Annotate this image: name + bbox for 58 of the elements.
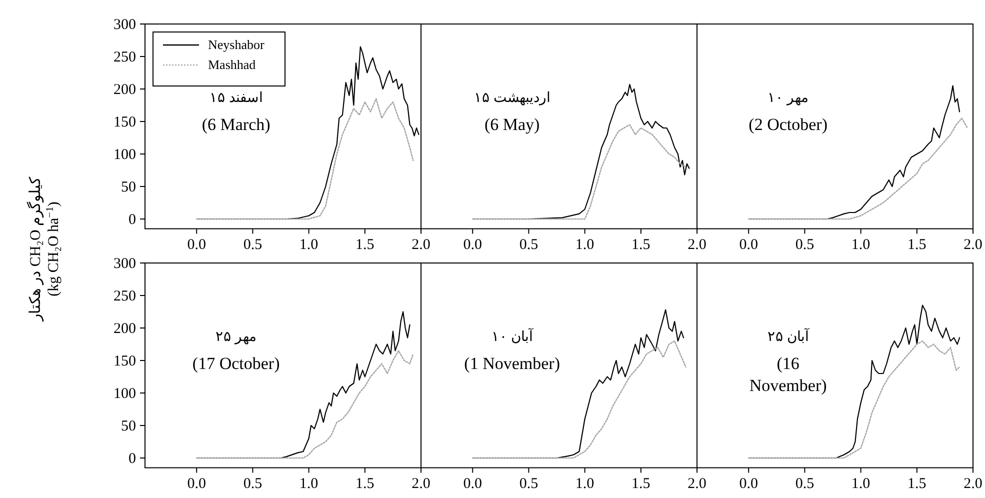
y-tick-label: 300 <box>114 17 136 33</box>
x-tick-label: 1.0 <box>575 476 594 492</box>
x-tick-label: 0.5 <box>243 476 262 492</box>
y-tick-label: 50 <box>121 418 136 434</box>
annotation: (1 November) <box>464 354 560 373</box>
annotation: (17 October) <box>192 354 280 373</box>
annotation: (2 October) <box>748 114 828 134</box>
x-tick-label: 1.5 <box>632 236 650 253</box>
x-tick-label: 1.5 <box>908 236 926 253</box>
annotation: ۱۵ اردیبهشت <box>474 90 550 106</box>
x-tick-label: 2.0 <box>412 236 430 253</box>
x-tick-label: 1.5 <box>356 236 374 253</box>
annotation: (6 May) <box>484 114 540 134</box>
x-tick-label: 2.0 <box>412 476 430 492</box>
x-tick-label: 0.5 <box>519 476 538 492</box>
legend-label: Mashhad <box>208 57 256 72</box>
x-tick-label: 1.5 <box>356 476 374 492</box>
x-tick-label: 1.0 <box>575 236 594 253</box>
x-tick-label: 0.0 <box>739 236 758 253</box>
x-tick-label: 0.5 <box>243 236 262 253</box>
annotation: ۱۰ آبان <box>491 326 534 345</box>
x-tick-label: 2.0 <box>964 476 982 492</box>
annotation: ۲۵ مهر <box>215 330 257 345</box>
annotation: ۱۰ مهر <box>767 90 809 106</box>
y-tick-label: 0 <box>128 212 136 228</box>
x-tick-label: 0.0 <box>187 476 206 492</box>
x-tick-label: 2.0 <box>688 476 706 492</box>
y-tick-label: 250 <box>114 50 136 66</box>
x-tick-label: 0.5 <box>519 236 538 253</box>
x-tick-label: 0.0 <box>463 476 482 492</box>
x-tick-label: 1.0 <box>299 476 318 492</box>
annotation: (6 March) <box>202 114 270 134</box>
x-tick-label: 1.5 <box>632 476 650 492</box>
y-tick-label: 200 <box>114 321 136 337</box>
x-tick-label: 1.5 <box>908 476 926 492</box>
legend-label: Neyshabor <box>208 37 265 52</box>
x-tick-label: 0.5 <box>795 476 814 492</box>
y-tick-label: 0 <box>128 451 136 467</box>
annotation: ۱۵ اسفند <box>209 90 263 106</box>
x-tick-label: 1.0 <box>851 476 870 492</box>
x-tick-label: 0.0 <box>739 476 758 492</box>
y-tick-label: 100 <box>114 386 136 402</box>
y-tick-label: 150 <box>114 354 136 370</box>
x-tick-label: 0.0 <box>187 236 206 253</box>
y-tick-label: 200 <box>114 82 136 98</box>
y-tick-label: 300 <box>114 256 136 272</box>
y-tick-label: 150 <box>114 114 136 130</box>
x-tick-label: 0.5 <box>795 236 814 253</box>
x-tick-label: 2.0 <box>688 236 706 253</box>
y-tick-label: 50 <box>121 180 136 196</box>
x-tick-label: 2.0 <box>964 236 982 253</box>
x-tick-label: 1.0 <box>851 236 870 253</box>
x-tick-label: 1.0 <box>299 236 318 253</box>
annotation: ۲۵ آبان <box>767 326 810 345</box>
x-tick-label: 0.0 <box>463 236 482 253</box>
annotation: (16 November) <box>749 354 827 395</box>
y-tick-label: 100 <box>114 147 136 163</box>
y-tick-label: 250 <box>114 288 136 304</box>
